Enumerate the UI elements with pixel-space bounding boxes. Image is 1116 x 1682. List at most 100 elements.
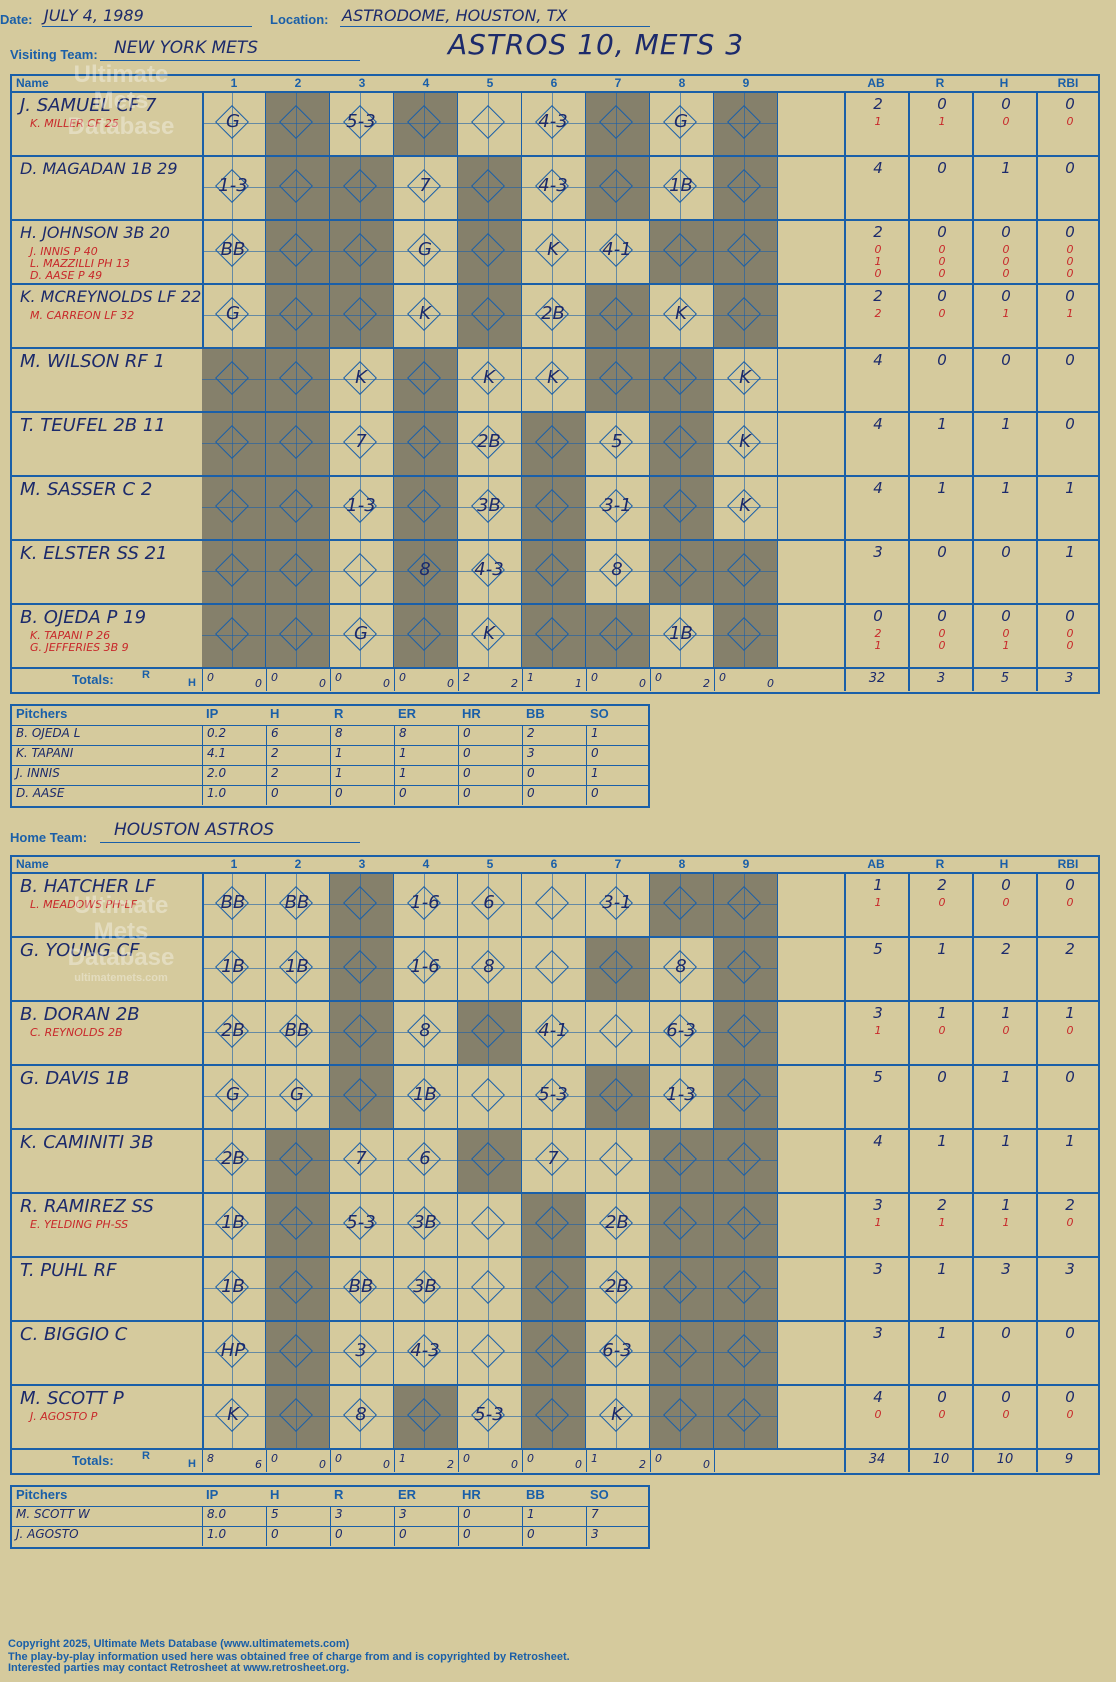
diamond bbox=[663, 1334, 697, 1368]
diamond bbox=[727, 1014, 761, 1048]
stat-value: 2 bbox=[1065, 940, 1075, 958]
play-result: 6-3 bbox=[602, 1340, 632, 1361]
cell-vline bbox=[360, 874, 361, 938]
inning-cell bbox=[714, 93, 778, 157]
diamond bbox=[279, 361, 313, 395]
cell-hline bbox=[458, 635, 521, 636]
cell-hline bbox=[458, 379, 521, 380]
name-cell bbox=[12, 1258, 204, 1322]
inning-cell bbox=[202, 605, 266, 669]
batter-row: T. TEUFEL 2B 11 7 2B 5 K 4 1 1 0 bbox=[12, 411, 1098, 477]
sub-stat-value: 0 bbox=[938, 307, 946, 320]
play-result: 1B bbox=[285, 956, 309, 977]
play-result: 8 bbox=[355, 1404, 367, 1425]
inning-cell: 8 bbox=[586, 541, 650, 605]
inning-cell bbox=[650, 874, 714, 938]
stat-cell: 2 bbox=[972, 938, 1036, 1002]
cell-vline bbox=[488, 157, 489, 221]
totals-h-label: H bbox=[188, 677, 196, 689]
stat-value: 0 bbox=[937, 223, 947, 241]
sub-stat-value: 0 bbox=[938, 267, 946, 280]
batter-name: M. WILSON RF 1 bbox=[20, 351, 165, 372]
stat-value: 5 bbox=[873, 940, 883, 958]
diamond bbox=[599, 105, 633, 139]
totals-label: Totals: bbox=[72, 1453, 114, 1468]
cell-vline bbox=[424, 413, 425, 477]
diamond bbox=[471, 105, 505, 139]
header-r: R bbox=[935, 76, 945, 90]
pitcher-bb: 0 bbox=[522, 786, 586, 805]
stat-value: 1 bbox=[1001, 159, 1011, 177]
inning-cell bbox=[458, 1322, 522, 1386]
cell-vline bbox=[232, 1066, 233, 1130]
play-result: 1-6 bbox=[410, 892, 440, 913]
pitcher-r: 1 bbox=[330, 746, 394, 765]
cell-vline bbox=[744, 477, 745, 541]
play-result: 8 bbox=[675, 956, 687, 977]
play-result: BB bbox=[220, 239, 246, 260]
cell-vline bbox=[744, 1194, 745, 1258]
sub-stat-value: 0 bbox=[1002, 1408, 1010, 1421]
inning-cell bbox=[586, 1002, 650, 1066]
cell-vline bbox=[360, 1002, 361, 1066]
stat-value: 2 bbox=[873, 95, 883, 113]
totals-hits: 0 bbox=[447, 677, 454, 690]
diamond bbox=[663, 553, 697, 587]
diamond bbox=[279, 1142, 313, 1176]
cell-vline bbox=[424, 1322, 425, 1386]
cell-vline bbox=[296, 221, 297, 285]
cell-vline bbox=[616, 605, 617, 669]
batter-row: B. DORAN 2B C. REYNOLDS 2B 2B BB 8 4-1 6-3 3 1 1 0… bbox=[12, 1000, 1098, 1066]
cell-vline bbox=[744, 349, 745, 413]
play-result: BB bbox=[348, 1276, 374, 1297]
stat-value: 2 bbox=[873, 287, 883, 305]
stat-cell: 1 bbox=[908, 1322, 972, 1386]
inning-cell bbox=[266, 1386, 330, 1450]
stat-cell: 2 bbox=[1036, 938, 1100, 1002]
stat-cell: 3 bbox=[972, 1258, 1036, 1322]
sub-stat-value: 1 bbox=[1002, 307, 1010, 320]
stat-cell: 0 bbox=[972, 1322, 1036, 1386]
header-inning-2: 2 bbox=[294, 857, 302, 871]
cell-hline bbox=[330, 507, 393, 508]
cell-hline bbox=[586, 315, 649, 316]
cell-hline bbox=[650, 1096, 713, 1097]
cell-hline bbox=[394, 1288, 457, 1289]
sub-stat-value: 0 bbox=[1066, 255, 1074, 268]
cell-vline bbox=[488, 874, 489, 938]
visiting-value: NEW YORK METS bbox=[114, 38, 259, 58]
inning-cell bbox=[330, 938, 394, 1002]
inning-cell bbox=[650, 477, 714, 541]
play-result: 8 bbox=[419, 559, 431, 580]
diamond bbox=[535, 1206, 569, 1240]
batter-name: K. MCREYNOLDS LF 22 bbox=[20, 287, 202, 306]
pitcher-er: 0 bbox=[394, 786, 458, 805]
cell-vline bbox=[232, 874, 233, 938]
inning-cell bbox=[266, 413, 330, 477]
cell-hline bbox=[650, 1288, 713, 1289]
play-result: K bbox=[419, 303, 431, 324]
diamond bbox=[535, 950, 569, 984]
batter-row: G. YOUNG CF 1B 1B 1-6 8 8 5 1 2 2 bbox=[12, 936, 1098, 1002]
cell-hline bbox=[266, 1224, 329, 1225]
cell-hline bbox=[202, 904, 265, 905]
cell-hline bbox=[266, 123, 329, 124]
inning-cell: K bbox=[714, 349, 778, 413]
cell-vline bbox=[424, 605, 425, 669]
cell-vline bbox=[232, 1002, 233, 1066]
sub-stat-value: 2 bbox=[874, 627, 882, 640]
play-result: 4-3 bbox=[538, 111, 568, 132]
header-ab: AB bbox=[867, 857, 885, 871]
inning-cell: 1-3 bbox=[202, 157, 266, 221]
stat-value: 0 bbox=[1065, 1324, 1075, 1342]
cell-vline bbox=[424, 1002, 425, 1066]
cell-hline bbox=[714, 507, 777, 508]
diamond bbox=[599, 297, 633, 331]
diamond bbox=[407, 361, 441, 395]
